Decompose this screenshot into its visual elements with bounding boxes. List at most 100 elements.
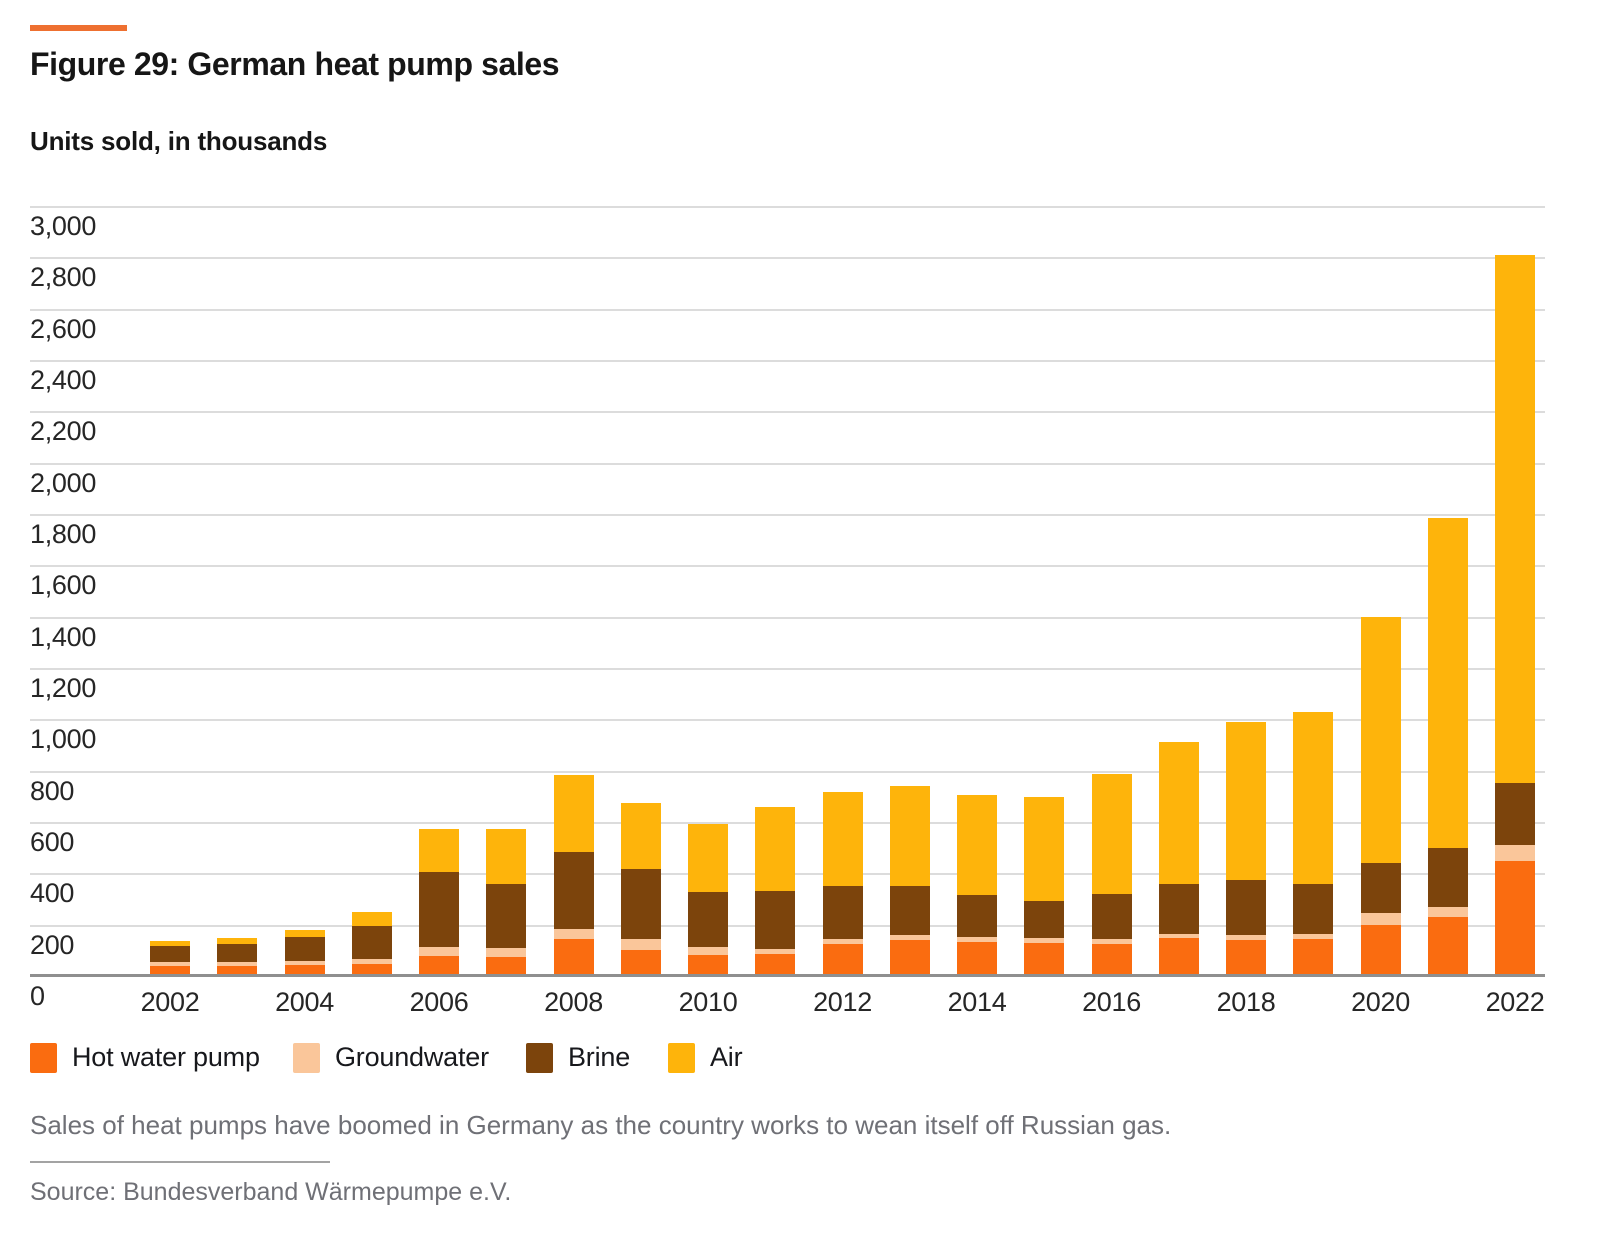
bar-segment-2003-groundwater [217,961,258,966]
y-axis-tick-label: 800 [30,775,75,806]
bar-segment-2007-groundwater [486,948,527,958]
bar-segment-2004-hot-water-pump [284,965,325,976]
bar-segment-2008-air [553,775,594,852]
x-axis-tick-label-2012: 2012 [813,987,872,1017]
chart-caption: Sales of heat pumps have boomed in Germa… [30,1110,1172,1140]
x-axis-tick-label-2006: 2006 [409,987,469,1017]
bar-segment-2011-groundwater [755,949,796,954]
gridline-800 [30,770,1545,773]
y-axis-tick-label: 600 [30,827,75,857]
bar-segment-2003-air [217,937,258,944]
bar-segment-2016-brine [1091,893,1132,939]
bar-segment-2006-brine [419,871,459,947]
bar-segment-2015-groundwater [1024,937,1065,943]
gridline-2600 [30,308,1545,311]
bar-segment-2019-brine [1293,883,1334,934]
bar-segment-2017-air [1158,742,1199,884]
bar-segment-2009-brine [620,869,661,940]
x-axis-tick-label-2016: 2016 [1082,987,1141,1017]
y-axis-tick-label: 2,800 [30,262,97,293]
bar-segment-2014-brine [957,894,997,937]
bar-2002 [150,940,190,976]
bar-segment-2012-air [822,791,863,886]
bar-segment-2011-brine [755,891,796,950]
bar-segment-2016-hot-water-pump [1091,943,1132,976]
bar-segment-2004-groundwater [284,961,325,966]
source-divider [30,1161,330,1163]
bar-segment-2022-brine [1495,783,1535,845]
bar-segment-2012-brine [822,885,863,940]
bar-2021 [1427,517,1468,976]
bar-segment-2014-air [957,794,997,895]
legend-item-brine: Brine [526,1042,630,1073]
bar-segment-2005-hot-water-pump [351,963,392,976]
bar-segment-2016-air [1091,773,1132,894]
bar-segment-2005-brine [351,926,392,959]
bar-segment-2006-hot-water-pump [419,955,459,976]
bar-2007 [486,828,527,976]
gridline-2200 [30,411,1545,414]
bar-segment-2002-air [150,940,190,946]
bar-segment-2010-groundwater [688,946,728,956]
bar-segment-2020-air [1360,616,1401,863]
bar-segment-2014-groundwater [957,936,997,942]
bar-segment-2017-hot-water-pump [1158,938,1199,976]
bar-segment-2019-air [1293,712,1334,884]
gridline-1400 [30,616,1545,619]
bar-segment-2006-air [419,828,459,872]
x-axis-line [30,974,1545,977]
bar-segment-2011-hot-water-pump [755,953,796,976]
bar-segment-2015-hot-water-pump [1024,942,1065,976]
bar-segment-2013-brine [889,885,930,936]
bar-segment-2022-groundwater [1495,844,1535,861]
y-axis-tick-label: 0 [30,981,45,1011]
figure-subtitle: Units sold, in thousands [30,126,328,156]
bar-2022 [1495,254,1535,976]
legend-label: Air [710,1042,743,1072]
legend-label: Brine [568,1042,631,1072]
bar-segment-2021-hot-water-pump [1427,917,1468,976]
bar-segment-2021-brine [1427,848,1468,907]
bar-segment-2012-groundwater [822,939,863,944]
legend-item-hot-water-pump: Hot water pump [30,1042,260,1073]
bar-segment-2018-brine [1226,879,1266,936]
bar-segment-2010-air [688,823,728,892]
bar-segment-2008-brine [553,851,594,929]
y-axis-tick-label: 1,000 [30,724,97,755]
bar-segment-2019-groundwater [1293,933,1334,939]
bar-segment-2017-groundwater [1158,933,1199,939]
bar-2009 [620,803,661,976]
gridline-3000 [30,206,1545,208]
y-axis-tick-label: 1,800 [30,519,97,549]
bar-segment-2020-brine [1360,862,1401,914]
y-axis-tick-label: 2,000 [30,467,97,498]
bar-segment-2018-air [1226,722,1266,880]
bar-segment-2006-groundwater [419,947,459,956]
bar-segment-2004-brine [284,937,325,962]
y-axis-tick-label: 2,400 [30,365,97,395]
bar-2013 [889,785,930,976]
legend-item-groundwater: Groundwater [293,1042,489,1073]
bar-segment-2013-hot-water-pump [889,940,930,976]
legend-swatch-icon [668,1042,695,1073]
x-axis-tick-label-2008: 2008 [544,987,603,1017]
y-axis-tick-label: 1,400 [30,621,97,652]
bar-segment-2021-groundwater [1427,906,1468,918]
bar-segment-2009-groundwater [620,939,661,951]
y-axis-tick-label: 200 [30,929,75,960]
bar-segment-2008-hot-water-pump [553,939,594,976]
bar-segment-2007-brine [486,884,527,949]
bar-segment-2003-hot-water-pump [217,966,258,976]
bar-2020 [1360,616,1401,976]
bar-segment-2009-air [620,803,661,870]
bar-segment-2020-hot-water-pump [1360,924,1401,976]
stacked-bar-chart: 0 200 400 600 800 1,000 1,200 1,400 1,600 1,800 2,… [30,206,1545,1017]
bar-segment-2002-groundwater [150,962,190,967]
bar-2015 [1024,797,1065,976]
y-axis-tick-label: 3,000 [30,211,97,241]
y-axis-tick-label: 2,600 [30,313,97,344]
bar-segment-2010-brine [688,891,728,947]
y-axis-tick-label: 1,200 [30,673,97,703]
gridline-1000 [30,719,1545,722]
